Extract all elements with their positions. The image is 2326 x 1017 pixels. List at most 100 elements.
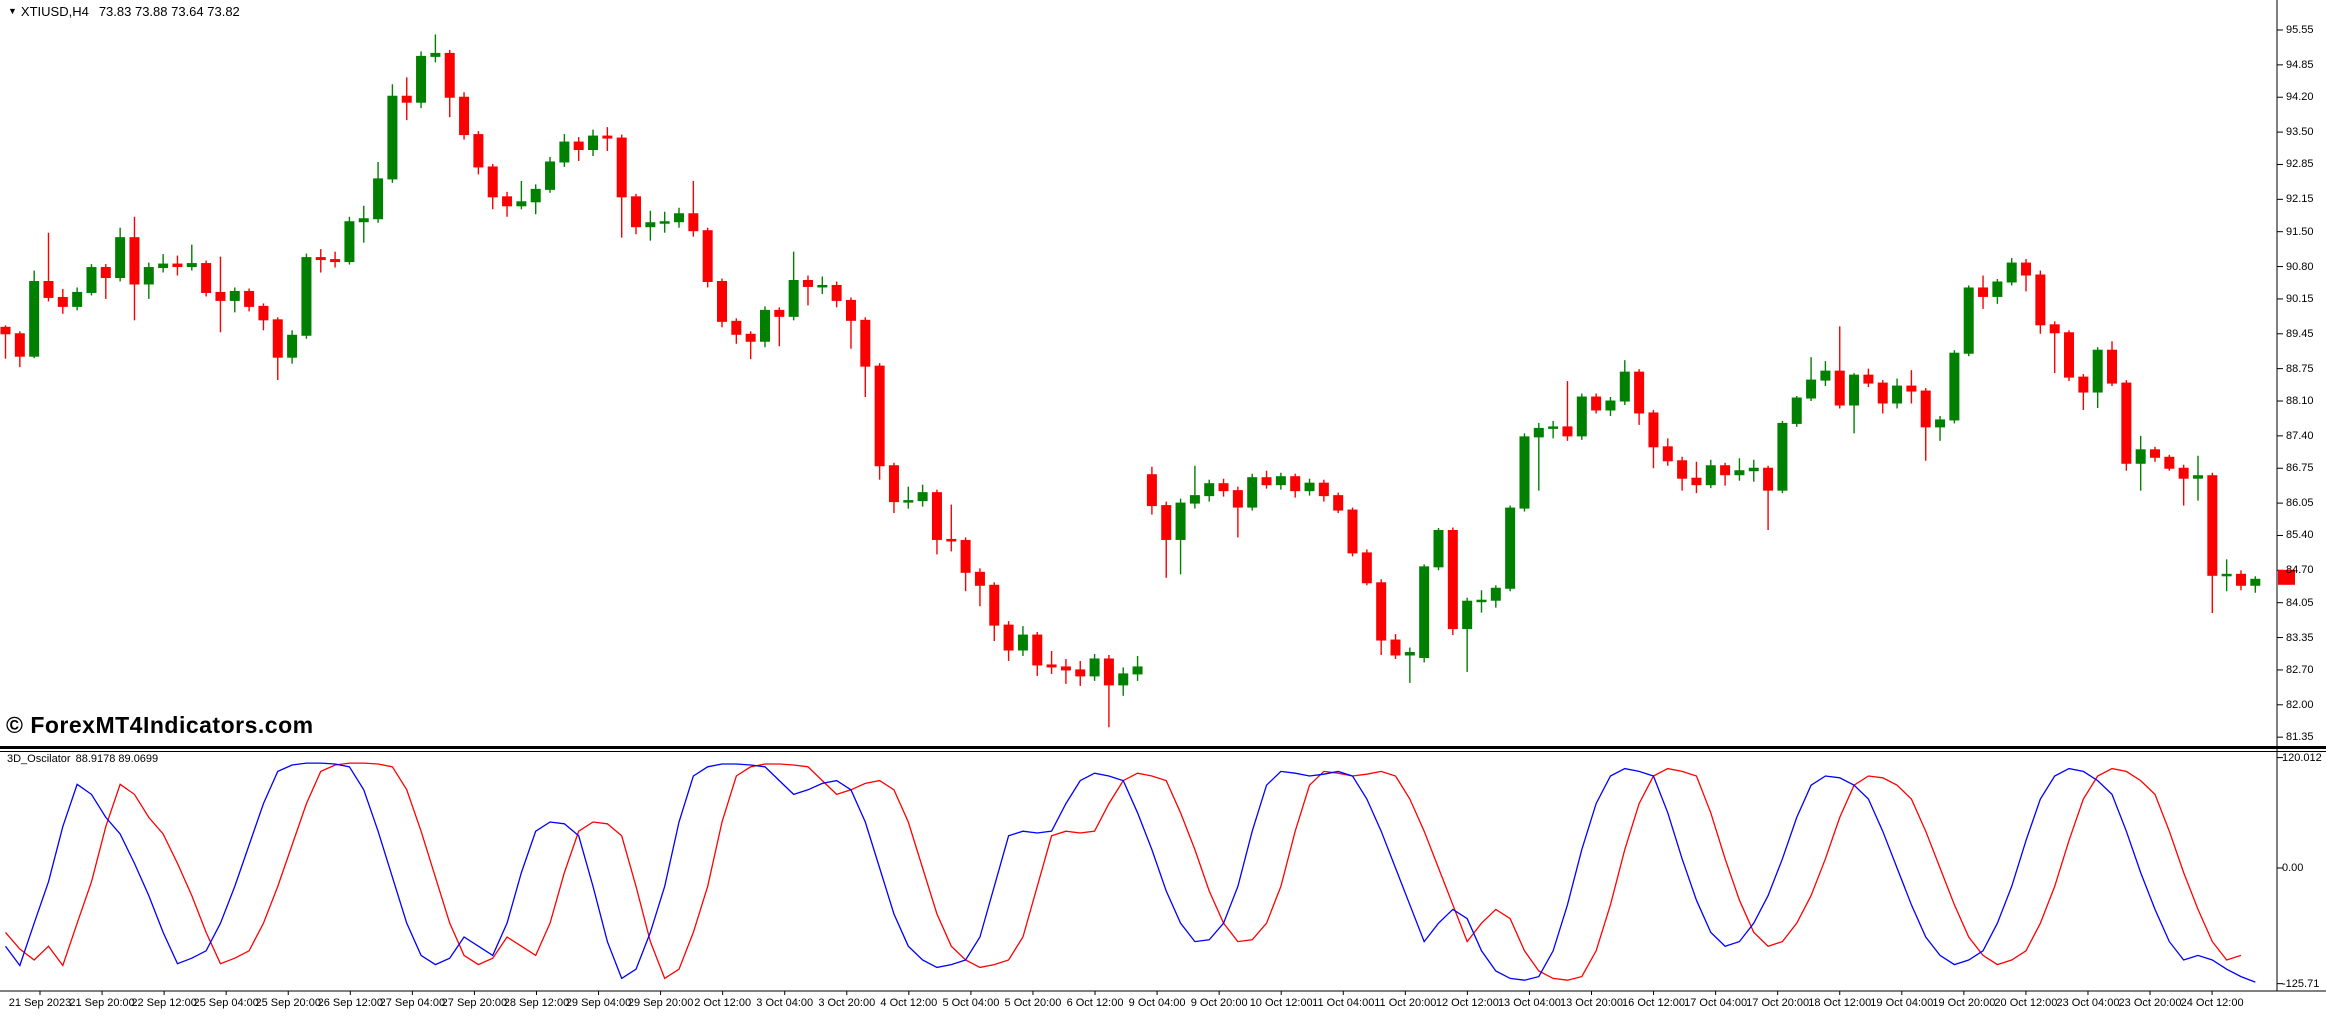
candle-body	[1691, 477, 1702, 486]
candle-body	[115, 237, 126, 279]
candle-body	[1791, 397, 1802, 424]
candle-body	[1605, 400, 1616, 411]
current-price-marker	[2278, 569, 2295, 585]
candle-body	[1849, 374, 1860, 406]
candle-body	[287, 334, 298, 358]
candle-body	[745, 333, 756, 342]
time-tick-label: 18 Oct 12:00	[1808, 997, 1872, 1009]
time-tick-label: 6 Oct 12:00	[1066, 997, 1124, 1009]
candle-body	[315, 257, 326, 261]
candle-body	[1146, 474, 1157, 507]
candle-body	[1089, 658, 1100, 677]
candle-body	[1003, 624, 1014, 651]
time-tick-label: 21 Sep 2023	[8, 997, 72, 1009]
time-tick-label: 27 Sep 20:00	[441, 997, 508, 1009]
time-tick-label: 25 Sep 04:00	[193, 997, 259, 1009]
candle-body	[401, 95, 412, 103]
candle-body	[330, 259, 341, 263]
price-tick-label: 94.20	[2286, 91, 2314, 104]
candle-body	[588, 135, 599, 151]
candle-body	[860, 319, 871, 367]
candle-body	[645, 222, 656, 228]
candle-body	[1949, 352, 1960, 421]
time-tick-label: 9 Oct 04:00	[1128, 997, 1186, 1009]
candle-body	[387, 95, 398, 180]
time-tick-label: 24 Oct 12:00	[2180, 997, 2244, 1009]
candle-body	[1433, 529, 1444, 568]
candle-body	[1834, 370, 1845, 406]
time-tick-label: 2 Oct 12:00	[694, 997, 752, 1009]
candle-body	[2078, 376, 2089, 393]
oscillator-fast-blue-line	[4, 762, 2256, 983]
price-tick-label: 90.80	[2286, 260, 2314, 273]
candle-body	[2207, 475, 2218, 576]
candle-body	[244, 290, 255, 307]
oscillator-slow-red-line	[5, 762, 2242, 981]
time-tick-label: 17 Oct 04:00	[1684, 997, 1748, 1009]
ohlc-values: 73.83 73.88 73.64 73.82	[98, 4, 240, 19]
price-tick-label: 94.85	[2286, 58, 2314, 71]
candle-body	[2150, 449, 2160, 458]
candle-body	[1447, 529, 1458, 630]
symbol-dropdown-icon[interactable]: ▼	[8, 6, 17, 16]
time-tick-label: 26 Sep 12:00	[317, 997, 384, 1009]
candle-body	[831, 284, 842, 301]
candle-body	[2178, 467, 2189, 479]
candle-body	[717, 280, 727, 322]
time-tick-label: 29 Sep 20:00	[627, 997, 694, 1009]
price-tick-label: 89.45	[2286, 327, 2314, 340]
candle-body	[14, 333, 25, 357]
candle-body	[917, 492, 928, 502]
candle-body	[545, 161, 556, 190]
candle-body	[2107, 349, 2118, 384]
price-tick-label: 84.70	[2286, 564, 2314, 577]
candle-body	[487, 166, 498, 198]
candle-body	[1591, 396, 1602, 411]
candle-body	[186, 263, 197, 268]
candle-body	[1763, 467, 1774, 491]
candle-body	[1935, 419, 1946, 428]
candle-body	[845, 299, 856, 321]
time-tick-label: 13 Oct 04:00	[1497, 997, 1561, 1009]
candle-body	[2192, 475, 2203, 479]
watermark-text: © ForexMT4Indicators.com	[6, 712, 314, 738]
candle-body	[731, 320, 742, 335]
candle-body	[874, 365, 885, 467]
candle-body	[201, 263, 212, 293]
candle-body	[373, 178, 384, 220]
candle-body	[888, 465, 899, 503]
candle-body	[416, 55, 427, 103]
symbol-ohlc-line: ▼ XTIUSD,H4 73.83 73.88 73.64 73.82	[8, 4, 240, 19]
candle-body	[1462, 600, 1473, 630]
time-tick-label: 21 Sep 20:00	[69, 997, 135, 1009]
candle-body	[1806, 379, 1817, 399]
pane-separator	[0, 746, 2326, 749]
candle-body	[989, 584, 1000, 626]
candle-body	[1734, 470, 1745, 476]
candle-body	[1562, 426, 1573, 437]
candle-body	[1519, 436, 1530, 509]
candle-body	[2250, 578, 2261, 586]
candle-body	[674, 213, 685, 223]
time-tick-label: 17 Oct 20:00	[1746, 997, 1810, 1009]
candle-body	[1863, 374, 1874, 384]
candle-body	[1978, 287, 1989, 297]
time-tick-label: 5 Oct 20:00	[1004, 997, 1062, 1009]
price-tick-label: 81.35	[2286, 731, 2314, 744]
symbol-name: XTIUSD,H4	[20, 4, 89, 19]
candle-body	[358, 218, 369, 223]
price-tick-label: 82.00	[2286, 698, 2314, 711]
price-tick-label: 86.05	[2286, 497, 2314, 510]
candle-body	[1017, 634, 1028, 651]
candle-body	[659, 221, 670, 224]
candle-body	[1046, 664, 1057, 668]
candle-body	[1161, 505, 1172, 540]
time-tick-label: 27 Sep 04:00	[379, 997, 446, 1009]
candle-body	[2021, 262, 2032, 276]
candle-body	[530, 188, 541, 203]
candle-body	[1677, 460, 1688, 479]
candle-body	[802, 279, 813, 287]
pane-separator-thin	[0, 751, 2326, 752]
time-tick-label: 13 Oct 20:00	[1560, 997, 1623, 1009]
